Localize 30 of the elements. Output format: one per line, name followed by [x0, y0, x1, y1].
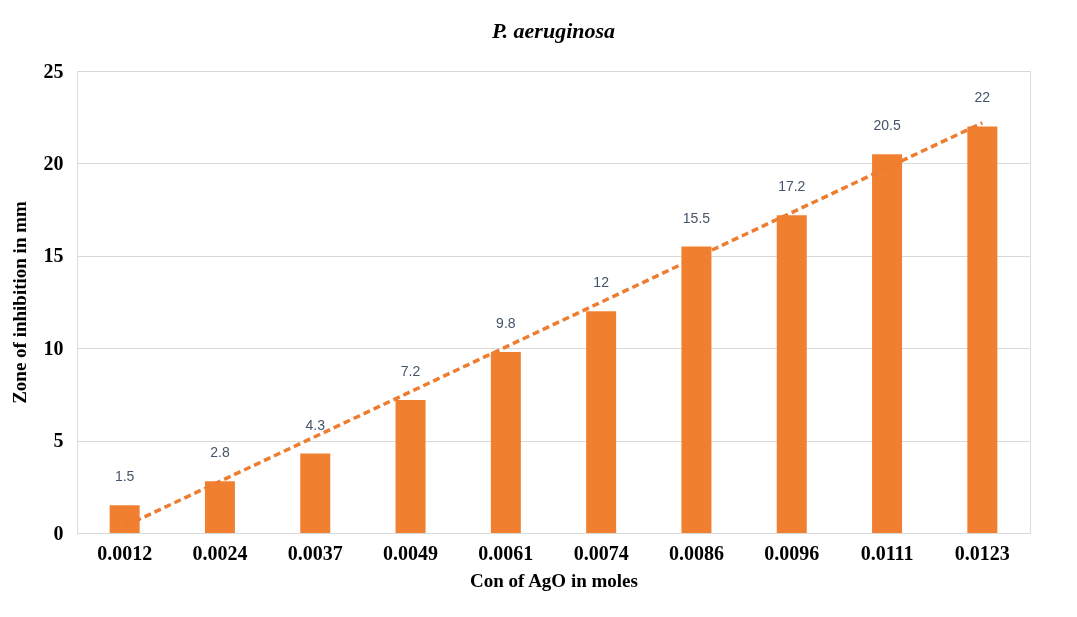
x-tick-label: 0.0096	[764, 541, 820, 564]
x-tick-label: 0.0024	[192, 541, 248, 564]
data-label: 9.8	[496, 314, 516, 331]
x-tick-label: 0.0061	[478, 541, 534, 564]
x-tick-label: 0.0123	[954, 541, 1010, 564]
x-tick-label: 0.0037	[287, 541, 343, 564]
x-tick-label: 0.0012	[97, 541, 153, 564]
data-label: 15.5	[682, 209, 711, 226]
data-label: 2.8	[210, 444, 230, 461]
x-tick-label: 0.0111	[860, 541, 914, 564]
y-tick-label: 15	[43, 244, 64, 267]
x-tick-label: 0.0049	[383, 541, 439, 564]
y-tick-label: 10	[43, 336, 64, 359]
data-label: 22	[974, 89, 991, 106]
bar	[300, 453, 331, 533]
chart-title: P. aeruginosa	[490, 18, 616, 43]
y-axis-title: Zone of inhibition in mm	[8, 200, 30, 404]
y-tick-label: 20	[43, 151, 64, 174]
data-label: 4.3	[305, 416, 326, 433]
y-tick-label: 5	[53, 429, 64, 452]
data-label: 1.5	[114, 468, 135, 485]
x-tick-label: 0.0074	[573, 541, 629, 564]
y-tick-label: 0	[53, 521, 64, 544]
x-axis-title: Con of AgO in moles	[470, 569, 638, 591]
data-label: 12	[593, 274, 610, 291]
data-label: 20.5	[873, 117, 901, 134]
data-label: 17.2	[778, 178, 806, 195]
data-label: 7.2	[400, 362, 421, 379]
x-tick-label: 0.0086	[668, 541, 724, 564]
y-tick-label: 25	[43, 59, 64, 82]
